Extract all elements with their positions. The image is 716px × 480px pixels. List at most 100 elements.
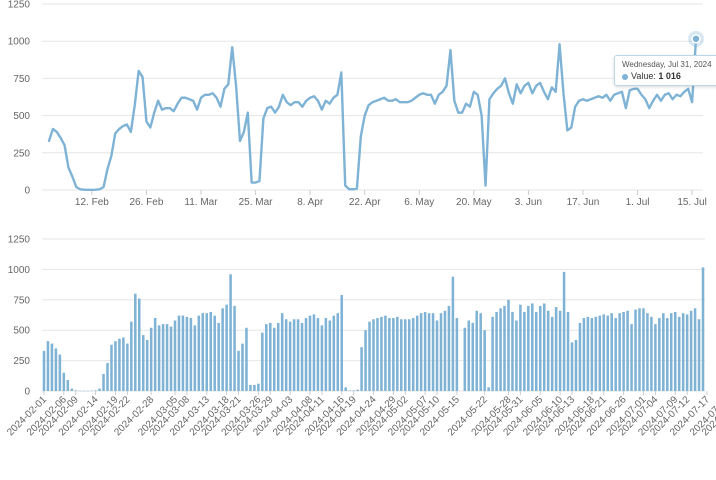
bar <box>515 320 518 391</box>
bar <box>376 318 379 391</box>
bar <box>94 390 97 391</box>
bar <box>74 390 78 391</box>
bar <box>225 304 228 391</box>
bar <box>511 311 514 391</box>
line-x-tick-label: 15. Jul <box>677 197 706 208</box>
bar <box>614 318 617 391</box>
bar <box>284 319 288 391</box>
line-x-tick-label: 12. Feb <box>75 197 109 208</box>
bar <box>145 339 149 391</box>
bar <box>535 311 538 391</box>
bar <box>479 313 482 391</box>
bar <box>447 305 451 391</box>
bar <box>265 324 268 391</box>
bar <box>693 308 697 391</box>
bar <box>205 313 209 391</box>
bar <box>689 310 693 391</box>
bar <box>221 308 224 391</box>
bar <box>332 315 336 391</box>
line-x-tick-label: 8. Apr <box>297 197 324 208</box>
bar <box>269 322 272 391</box>
bar <box>542 303 546 391</box>
bar <box>149 327 153 391</box>
bar <box>197 315 201 391</box>
bar <box>352 390 355 391</box>
bar <box>677 316 681 391</box>
tooltip-series-dot <box>622 73 628 80</box>
bar <box>606 315 610 391</box>
bar <box>519 304 522 391</box>
bar <box>360 347 363 391</box>
bar <box>626 310 629 391</box>
bar <box>137 298 141 391</box>
line-chart: 0 250 500 750 1000 1250 12. Feb 26. Feb 11. Mar 2… <box>8 0 707 208</box>
line-x-tick-label: 17. Jun <box>567 197 600 208</box>
tooltip-row: Value: 1 016 <box>622 71 712 81</box>
bar <box>340 294 344 391</box>
bar <box>427 313 431 391</box>
bar <box>257 383 260 391</box>
bar <box>237 350 240 391</box>
bar <box>538 305 542 391</box>
bar <box>419 313 423 391</box>
bar <box>467 320 471 391</box>
bar <box>662 313 665 391</box>
bar <box>701 267 705 391</box>
line-x-tick-label: 3. Jun <box>515 197 542 208</box>
bar <box>483 330 486 391</box>
bar <box>312 314 316 391</box>
line-x-tick-label: 22. Apr <box>349 197 381 208</box>
bar <box>443 310 447 391</box>
bar <box>491 316 494 391</box>
bar <box>439 313 443 391</box>
line-x-tick-label: 6. May <box>404 197 434 208</box>
bar <box>181 315 185 391</box>
bar <box>566 311 570 391</box>
bar <box>570 342 574 391</box>
bar <box>368 321 371 391</box>
bar <box>157 325 161 391</box>
bar <box>300 322 304 391</box>
bar <box>253 384 256 391</box>
bar <box>435 320 439 391</box>
bar <box>697 319 701 391</box>
bar <box>110 344 113 391</box>
bar <box>229 274 232 391</box>
bar <box>106 363 109 391</box>
bar <box>471 322 475 391</box>
bar <box>320 325 324 391</box>
bar <box>288 321 292 391</box>
bar <box>141 335 145 391</box>
tooltip-label: Value: <box>631 71 656 81</box>
bar <box>646 313 649 391</box>
bar-y-tick-label: 250 <box>13 356 30 367</box>
bar <box>114 341 117 391</box>
bar <box>400 319 403 391</box>
bar-y-tick-label: 0 <box>24 387 30 398</box>
bar <box>451 276 455 391</box>
line-x-tick-label: 11. Mar <box>184 197 218 208</box>
bar <box>388 318 391 391</box>
bar <box>308 315 312 391</box>
bar <box>185 316 189 391</box>
bar <box>153 318 157 391</box>
bar <box>296 319 300 391</box>
bar <box>209 311 212 391</box>
bar <box>118 338 121 391</box>
bar <box>455 318 459 391</box>
bar <box>169 326 173 391</box>
bar <box>598 315 602 391</box>
tooltip-date: Wednesday, Jul 31, 2024 <box>622 60 712 69</box>
bar <box>685 314 689 391</box>
bar <box>392 318 395 391</box>
bar <box>316 318 320 391</box>
bar <box>546 310 550 391</box>
bar <box>241 343 244 391</box>
bar <box>50 343 54 391</box>
bar <box>622 311 625 391</box>
bar <box>634 309 637 391</box>
bar <box>669 313 673 391</box>
bar <box>372 319 375 391</box>
line-y-tick-label: 0 <box>24 186 30 197</box>
line-y-tick-label: 1000 <box>8 37 31 48</box>
